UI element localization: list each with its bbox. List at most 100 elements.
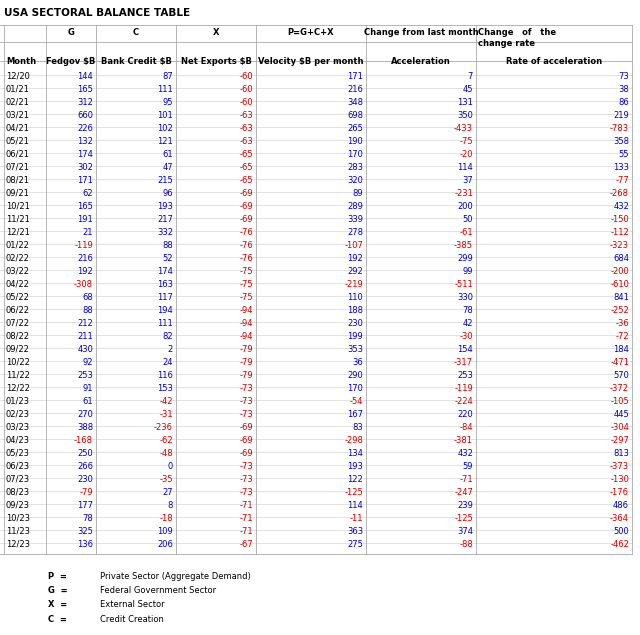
Text: 289: 289 xyxy=(347,201,363,211)
Text: 121: 121 xyxy=(157,137,173,145)
Text: 87: 87 xyxy=(163,72,173,81)
Text: 83: 83 xyxy=(352,422,363,432)
Text: -75: -75 xyxy=(239,293,253,302)
Text: 110: 110 xyxy=(348,293,363,302)
Text: 117: 117 xyxy=(157,293,173,302)
Text: 102: 102 xyxy=(157,124,173,133)
Text: 61: 61 xyxy=(163,150,173,159)
Text: -48: -48 xyxy=(159,448,173,458)
Text: 12/22: 12/22 xyxy=(6,384,30,392)
Text: -433: -433 xyxy=(454,124,473,133)
Text: 47: 47 xyxy=(163,163,173,171)
Text: 432: 432 xyxy=(457,448,473,458)
Text: -77: -77 xyxy=(615,175,629,185)
Text: 03/23: 03/23 xyxy=(6,422,30,432)
Text: -79: -79 xyxy=(239,371,253,380)
Text: 339: 339 xyxy=(347,215,363,224)
Text: 230: 230 xyxy=(347,319,363,328)
Text: 92: 92 xyxy=(83,358,93,366)
Text: 153: 153 xyxy=(157,384,173,392)
Text: -252: -252 xyxy=(611,305,629,314)
Text: -219: -219 xyxy=(344,279,363,288)
Text: 813: 813 xyxy=(613,448,629,458)
Text: 04/23: 04/23 xyxy=(6,436,30,444)
Text: -119: -119 xyxy=(454,384,473,392)
Text: -73: -73 xyxy=(239,474,253,483)
Text: -150: -150 xyxy=(611,215,629,224)
Text: -75: -75 xyxy=(239,267,253,276)
Text: 216: 216 xyxy=(347,84,363,93)
Text: 190: 190 xyxy=(348,137,363,145)
Text: Credit Creation: Credit Creation xyxy=(100,615,164,624)
Text: -71: -71 xyxy=(239,526,253,535)
Text: X: X xyxy=(212,28,220,37)
Text: 194: 194 xyxy=(157,305,173,314)
Text: 171: 171 xyxy=(77,175,93,185)
Text: -18: -18 xyxy=(159,514,173,523)
Text: -364: -364 xyxy=(610,514,629,523)
Text: -69: -69 xyxy=(239,448,253,458)
Text: 02/23: 02/23 xyxy=(6,410,30,418)
Text: -105: -105 xyxy=(611,396,629,406)
Text: -36: -36 xyxy=(615,319,629,328)
Text: -60: -60 xyxy=(239,84,253,93)
Text: -11: -11 xyxy=(349,514,363,523)
Text: -610: -610 xyxy=(610,279,629,288)
Text: 278: 278 xyxy=(347,227,363,237)
Text: 07/22: 07/22 xyxy=(6,319,30,328)
Text: -69: -69 xyxy=(239,436,253,444)
Text: 02/22: 02/22 xyxy=(6,253,30,262)
Text: -60: -60 xyxy=(239,98,253,107)
Text: -84: -84 xyxy=(460,422,473,432)
Text: 212: 212 xyxy=(77,319,93,328)
Text: P=G+C+X: P=G+C+X xyxy=(288,28,334,37)
Text: -69: -69 xyxy=(239,422,253,432)
Text: Fedgov $B: Fedgov $B xyxy=(46,57,96,65)
Text: Federal Government Sector: Federal Government Sector xyxy=(100,586,216,595)
Text: 332: 332 xyxy=(157,227,173,237)
Text: -71: -71 xyxy=(239,500,253,509)
Text: 177: 177 xyxy=(77,500,93,509)
Text: 154: 154 xyxy=(457,345,473,354)
Text: -65: -65 xyxy=(239,175,253,185)
Text: -462: -462 xyxy=(610,540,629,549)
Text: -94: -94 xyxy=(239,305,253,314)
Text: -63: -63 xyxy=(239,124,253,133)
Text: 684: 684 xyxy=(613,253,629,262)
Text: 136: 136 xyxy=(77,540,93,549)
Text: 266: 266 xyxy=(77,462,93,471)
Text: 165: 165 xyxy=(77,84,93,93)
Text: -298: -298 xyxy=(344,436,363,444)
Text: 11/22: 11/22 xyxy=(6,371,30,380)
Text: 111: 111 xyxy=(157,319,173,328)
Text: 06/21: 06/21 xyxy=(6,150,30,159)
Text: 08/23: 08/23 xyxy=(6,488,30,497)
Text: -304: -304 xyxy=(610,422,629,432)
Text: -88: -88 xyxy=(460,540,473,549)
Text: 330: 330 xyxy=(457,293,473,302)
Text: 116: 116 xyxy=(157,371,173,380)
Text: Change   of   the
change rate: Change of the change rate xyxy=(478,28,556,48)
Text: 170: 170 xyxy=(347,384,363,392)
Text: 114: 114 xyxy=(457,163,473,171)
Text: -76: -76 xyxy=(239,227,253,237)
Text: 299: 299 xyxy=(457,253,473,262)
Text: 193: 193 xyxy=(157,201,173,211)
Text: 96: 96 xyxy=(163,189,173,197)
Text: 12/20: 12/20 xyxy=(6,72,30,81)
Text: 226: 226 xyxy=(77,124,93,133)
Text: 01/21: 01/21 xyxy=(6,84,30,93)
Text: 188: 188 xyxy=(347,305,363,314)
Text: -69: -69 xyxy=(239,201,253,211)
Text: Acceleration: Acceleration xyxy=(391,57,451,65)
Text: G  =: G = xyxy=(48,586,68,595)
Text: 167: 167 xyxy=(347,410,363,418)
Text: 325: 325 xyxy=(77,526,93,535)
Text: -79: -79 xyxy=(79,488,93,497)
Text: 12/21: 12/21 xyxy=(6,227,30,237)
Text: 06/22: 06/22 xyxy=(6,305,30,314)
Text: 09/21: 09/21 xyxy=(6,189,30,197)
Text: -783: -783 xyxy=(610,124,629,133)
Text: -65: -65 xyxy=(239,150,253,159)
Text: 09/22: 09/22 xyxy=(6,345,30,354)
